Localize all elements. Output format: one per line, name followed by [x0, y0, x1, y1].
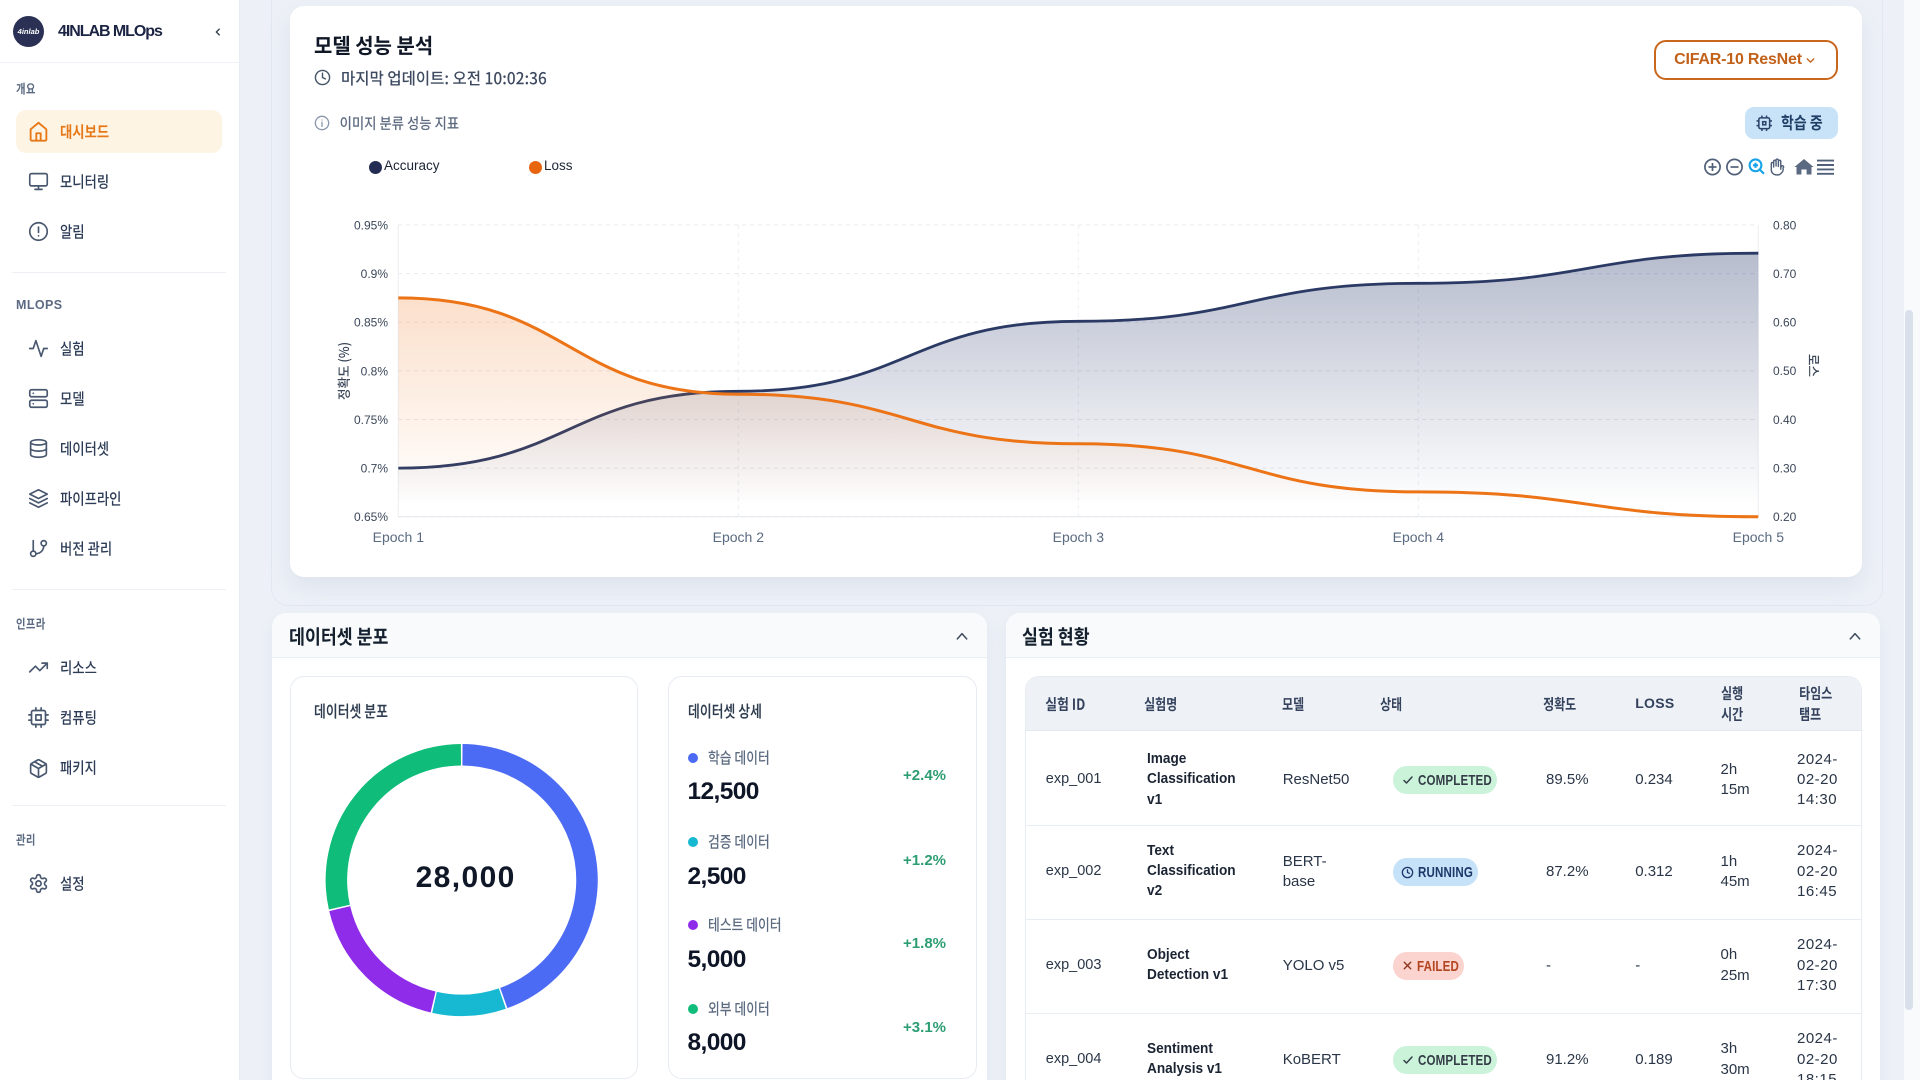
svg-text:Epoch 4: Epoch 4 [1393, 529, 1445, 545]
svg-text:0.60: 0.60 [1773, 316, 1797, 330]
svg-text:0.80: 0.80 [1773, 218, 1797, 232]
svg-text:0.50: 0.50 [1773, 364, 1797, 378]
svg-text:0.65%: 0.65% [354, 510, 388, 524]
svg-text:0.7%: 0.7% [361, 462, 389, 476]
svg-text:0.70: 0.70 [1773, 267, 1797, 281]
svg-text:Epoch 5: Epoch 5 [1733, 529, 1785, 545]
svg-text:0.75%: 0.75% [354, 413, 388, 427]
svg-text:Epoch 2: Epoch 2 [713, 529, 765, 545]
svg-text:0.9%: 0.9% [361, 267, 389, 281]
svg-text:0.95%: 0.95% [354, 219, 388, 233]
svg-text:0.40: 0.40 [1773, 413, 1797, 427]
svg-text:0.8%: 0.8% [361, 364, 389, 378]
svg-text:Epoch 3: Epoch 3 [1053, 529, 1105, 545]
svg-text:Epoch 1: Epoch 1 [373, 529, 425, 545]
svg-text:0.20: 0.20 [1773, 510, 1797, 524]
svg-text:0.85%: 0.85% [354, 316, 388, 330]
svg-text:0.30: 0.30 [1773, 461, 1797, 475]
